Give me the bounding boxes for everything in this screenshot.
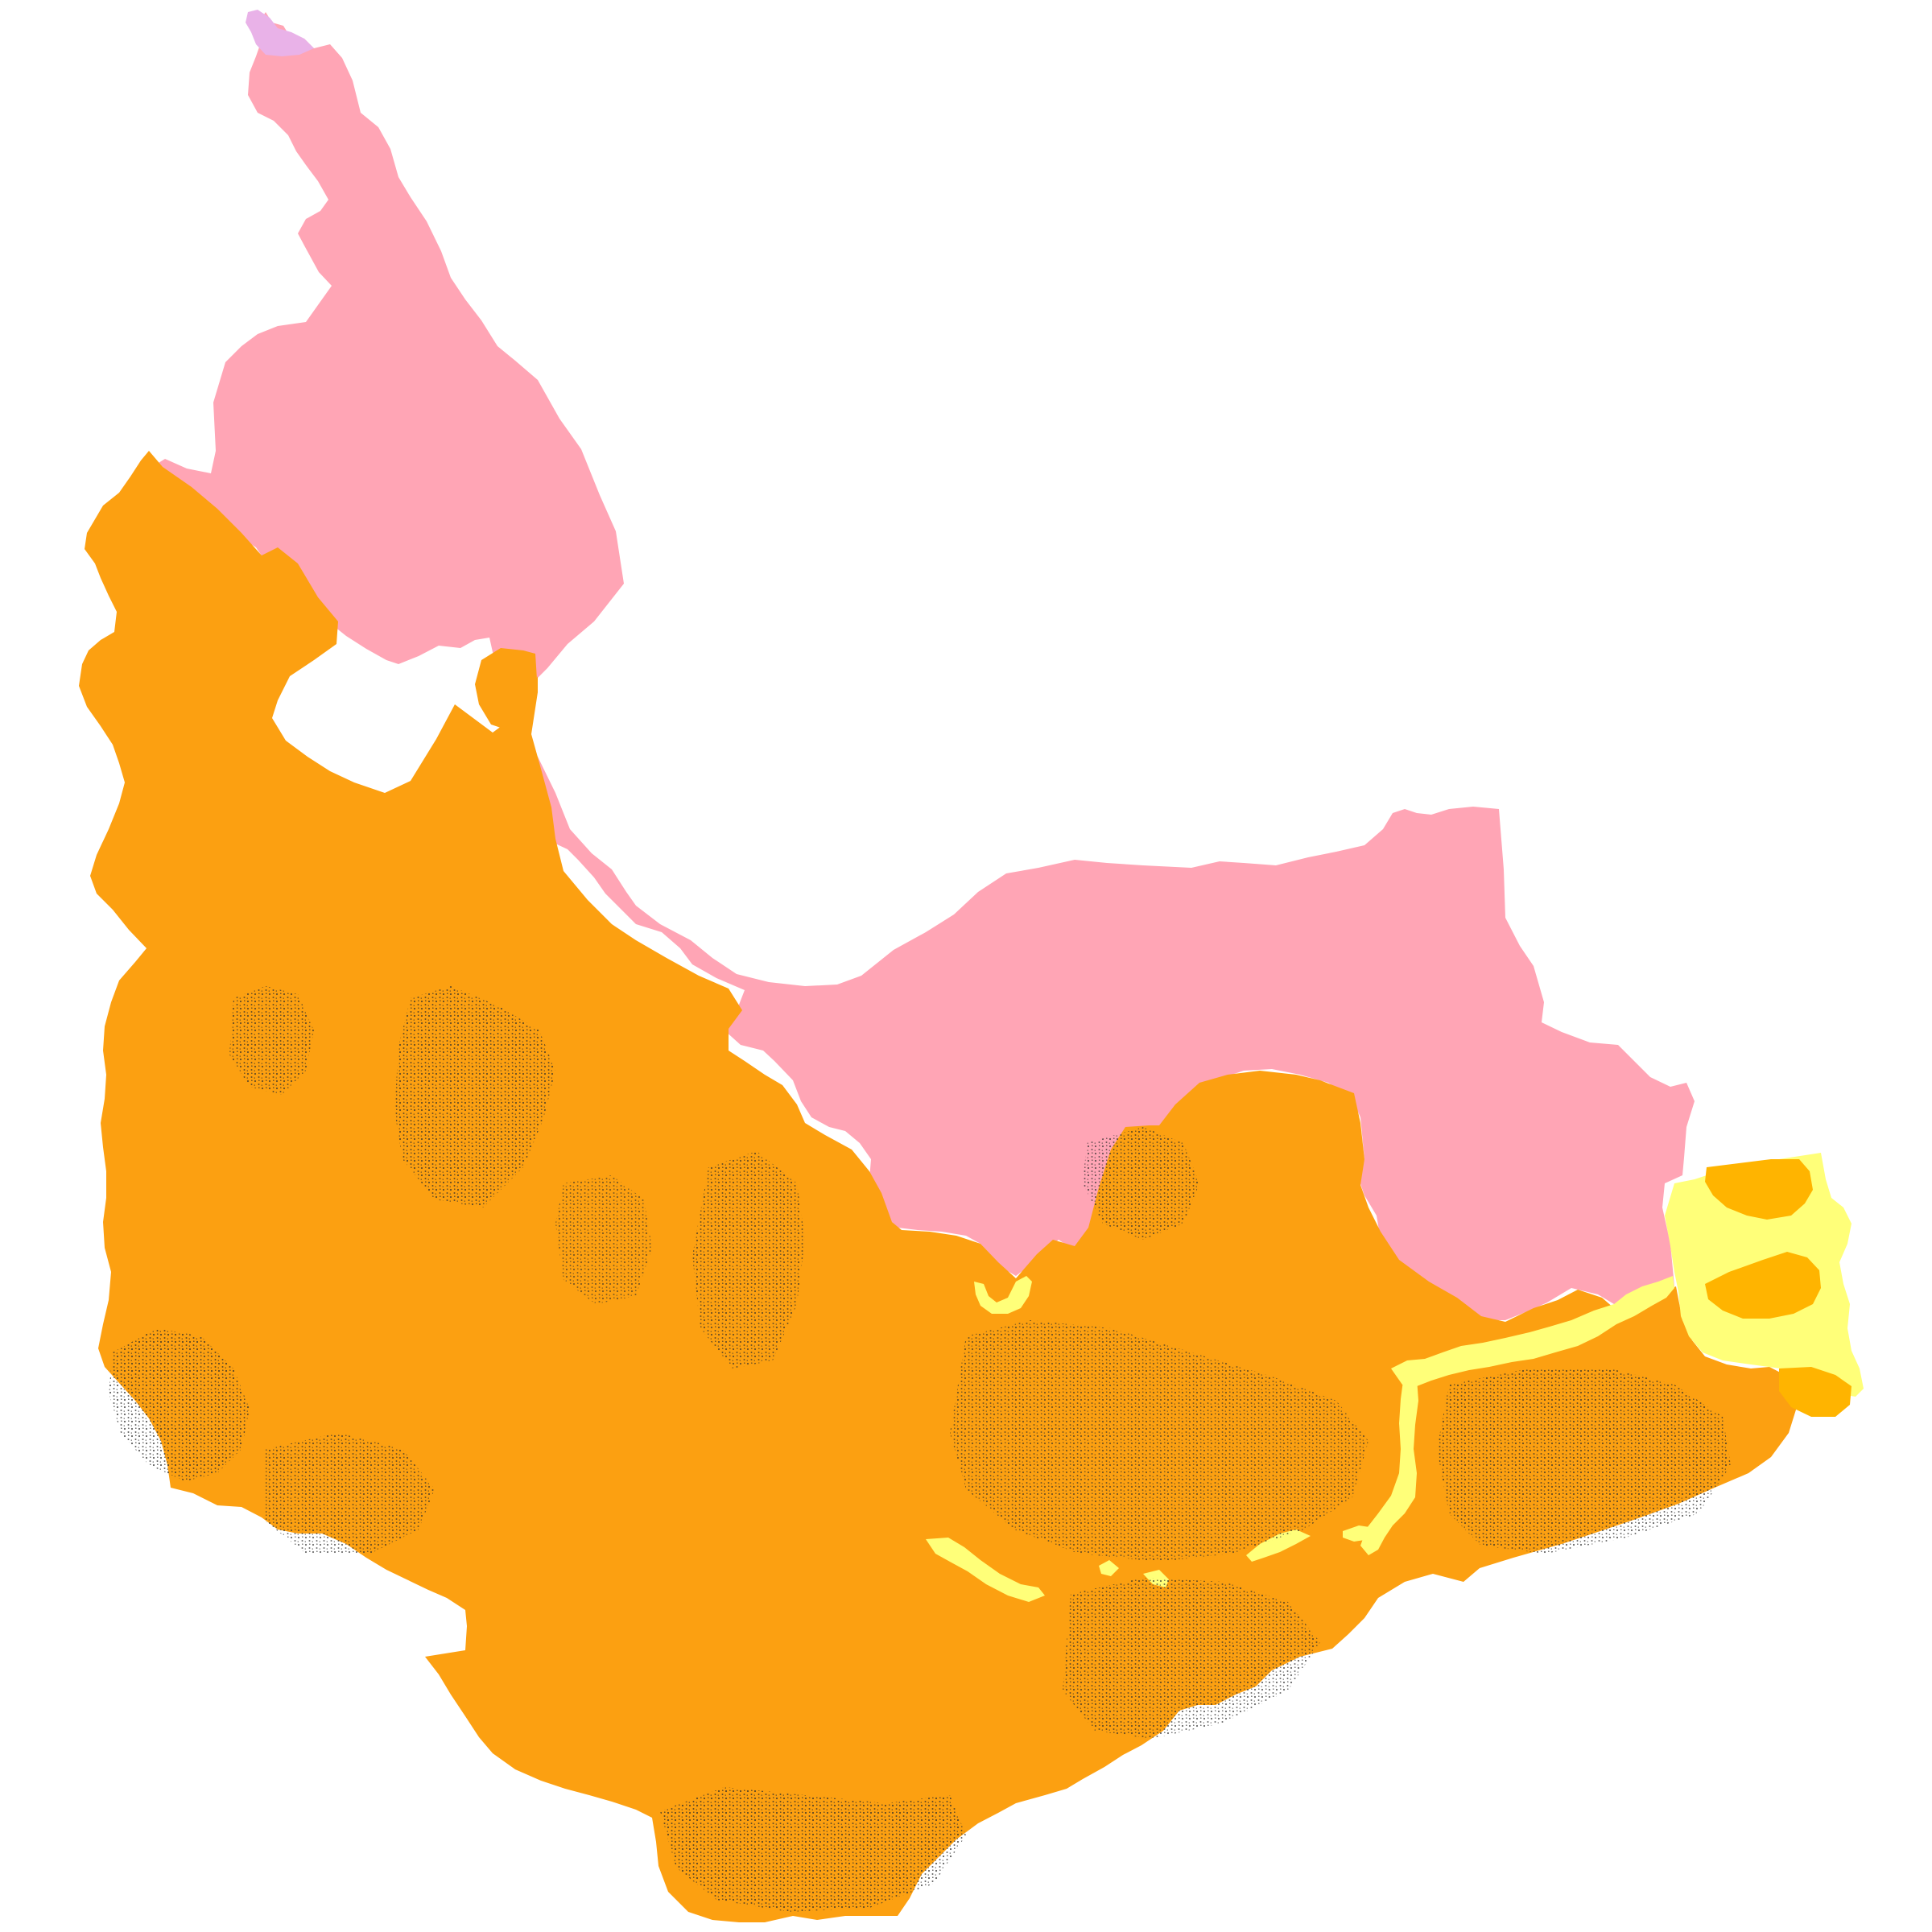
stipple-zone-south-center xyxy=(660,1787,966,1912)
orange-region[interactable] xyxy=(79,451,1797,1922)
stipple-zone-central xyxy=(692,1151,805,1368)
stipple-zone-southwest-lower xyxy=(266,1433,435,1554)
stipple-zone-central-west xyxy=(394,986,555,1208)
light-orange-patch-south[interactable] xyxy=(1779,1367,1852,1417)
stipple-zone-southeast xyxy=(1437,1368,1731,1554)
yellow-river-south-a[interactable] xyxy=(1246,1530,1311,1562)
stipple-zone-east xyxy=(950,1320,1368,1562)
pink-region[interactable] xyxy=(155,12,1695,1320)
yellow-river-south-b[interactable] xyxy=(926,1538,1045,1602)
light-orange-patch-north[interactable] xyxy=(1705,1159,1813,1220)
yellow-river-south-c[interactable] xyxy=(1099,1560,1119,1576)
yellow-river-curve[interactable] xyxy=(974,1276,1032,1314)
purple-region[interactable] xyxy=(246,10,314,56)
stipple-zone-northwest xyxy=(229,986,314,1095)
stipple-zone-west xyxy=(109,1328,250,1481)
stipple-zone-central-left xyxy=(555,1175,652,1304)
yellow-river-main[interactable] xyxy=(1391,1276,1674,1386)
light-orange-patch-middle[interactable] xyxy=(1705,1252,1821,1319)
yellow-river-branch[interactable] xyxy=(1360,1368,1418,1555)
orange-region-notch[interactable] xyxy=(475,648,538,729)
stipple-zone-south-east-lower xyxy=(1063,1578,1320,1739)
stipple-zone-north-center xyxy=(1083,1127,1199,1240)
yellow-river-south-e[interactable] xyxy=(1343,1525,1375,1542)
